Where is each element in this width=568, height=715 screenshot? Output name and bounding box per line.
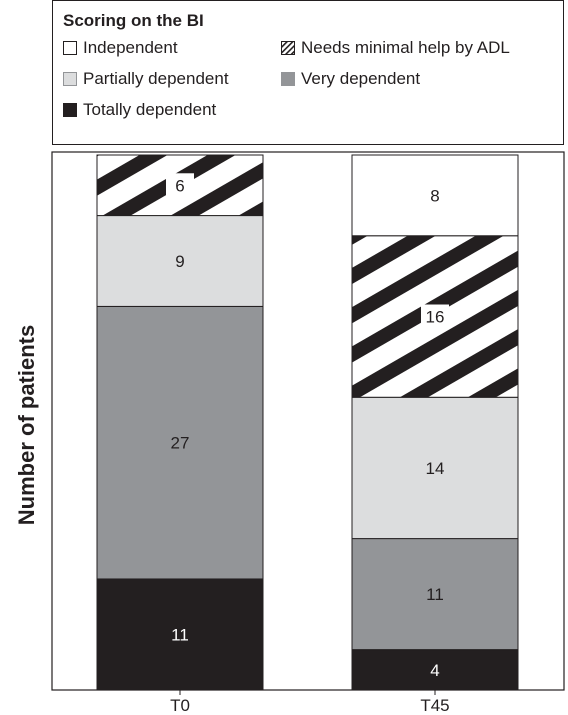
bar-segment (96, 215, 264, 307)
bars-group: 11 27 9 6 4 11 14 16 8 (96, 154, 519, 691)
legend-label: Independent (83, 38, 178, 57)
data-label: 6 (175, 176, 184, 195)
legend-label: Needs minimal help by ADL (301, 38, 510, 57)
light-gray-square-icon (63, 72, 77, 86)
bar-segment (351, 538, 519, 651)
legend-item-very-dependent: Very dependent (281, 69, 420, 89)
x-tick-label: T0 (170, 696, 190, 715)
black-square-icon (63, 103, 77, 117)
bar-segment (351, 396, 519, 540)
data-label: 11 (171, 625, 189, 644)
label-background (421, 304, 449, 327)
plot-frame (51, 151, 565, 691)
bar-segment (351, 154, 519, 237)
gray-square-icon (281, 72, 295, 86)
data-label: 27 (171, 434, 190, 453)
legend-item-totally-dependent: Totally dependent (63, 100, 216, 120)
x-tick-label: T45 (420, 696, 449, 715)
data-label: 16 (426, 308, 445, 327)
legend-label: Totally dependent (83, 100, 217, 119)
data-label: 11 (426, 585, 444, 604)
data-label: 9 (175, 252, 184, 271)
legend-item-independent: Independent (63, 38, 178, 58)
legend-item-partially-dependent: Partially dependent (63, 69, 229, 89)
bar-segment (96, 305, 264, 580)
legend-title: Scoring on the BI (63, 11, 204, 30)
legend-item-needs-minimal-help: Needs minimal help by ADL (281, 38, 510, 58)
data-label: 4 (430, 661, 439, 680)
bar-segment (351, 649, 519, 691)
hatched-square-icon (281, 41, 295, 55)
legend-label: Partially dependent (83, 69, 229, 88)
white-square-icon (63, 41, 77, 55)
data-label: 8 (430, 186, 439, 205)
data-label: 14 (426, 459, 445, 478)
legend-label: Very dependent (301, 69, 421, 88)
legend-box: Scoring on the BI Independent Needs mini… (52, 0, 564, 145)
x-tick-labels: T0 T45 (170, 690, 450, 715)
label-background (166, 173, 194, 196)
